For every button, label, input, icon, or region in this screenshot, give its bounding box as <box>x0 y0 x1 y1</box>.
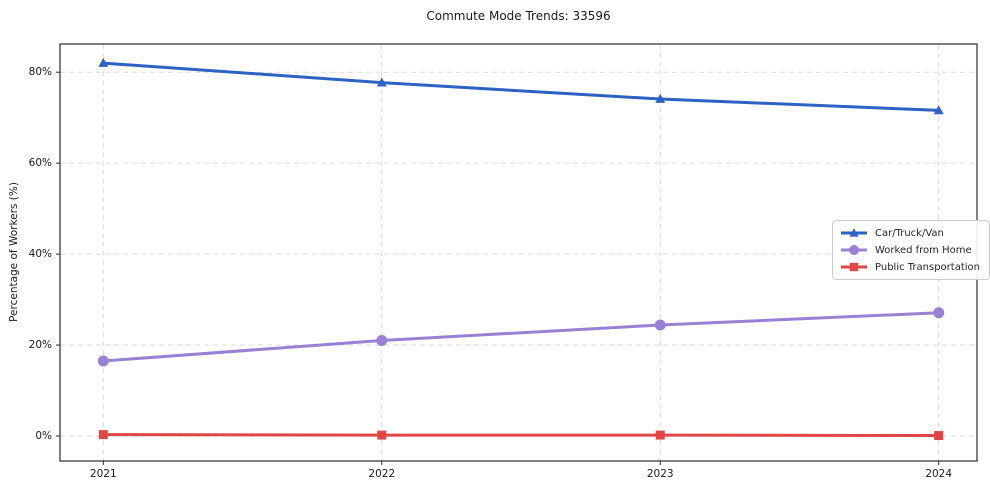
legend-sample-line <box>841 262 867 272</box>
y-tick-label: 20% <box>28 339 52 352</box>
legend-label: Car/Truck/Van <box>875 227 944 239</box>
y-tick-label: 60% <box>28 157 52 170</box>
y-tick-label: 0% <box>35 429 52 442</box>
legend-item: Car/Truck/Van <box>840 226 980 240</box>
x-tick-label: 2021 <box>89 468 117 480</box>
circle-marker <box>376 334 388 346</box>
legend-label: Worked from Home <box>875 244 972 256</box>
legend: Car/Truck/Van Worked from Home Public Tran… <box>832 220 990 280</box>
legend-sample-line <box>841 228 867 237</box>
square-marker <box>655 430 665 440</box>
x-tick-label: 2023 <box>646 468 674 480</box>
y-tick-label: 40% <box>28 248 52 261</box>
x-tick-label: 2024 <box>925 468 953 480</box>
square-marker <box>377 430 387 440</box>
triangle-marker <box>376 77 387 87</box>
series-line-car-truck-van <box>101 61 941 112</box>
triangle-marker <box>849 228 859 237</box>
circle-marker <box>849 245 859 255</box>
legend-label: Public Transportation <box>875 261 980 273</box>
chart-title: Commute Mode Trends: 33596 <box>426 9 611 23</box>
series-line-public-transportation <box>101 433 941 438</box>
square-marker <box>98 430 108 440</box>
triangle-marker <box>933 105 944 115</box>
triangle-marker <box>98 57 109 67</box>
circle-marker <box>654 319 666 331</box>
legend-item: Public Transportation <box>840 260 980 274</box>
square-marker <box>849 262 859 272</box>
circle-marker <box>97 355 109 367</box>
legend-item: Worked from Home <box>840 243 980 257</box>
triangle-marker <box>655 93 666 103</box>
x-tick-label: 2022 <box>368 468 396 480</box>
circle-marker <box>933 307 945 319</box>
y-axis-label: Percentage of Workers (%) <box>8 182 20 322</box>
y-tick-label: 80% <box>28 66 52 79</box>
square-marker <box>934 431 944 441</box>
legend-sample-line <box>841 245 867 255</box>
series-line-worked-from-home <box>101 311 941 363</box>
